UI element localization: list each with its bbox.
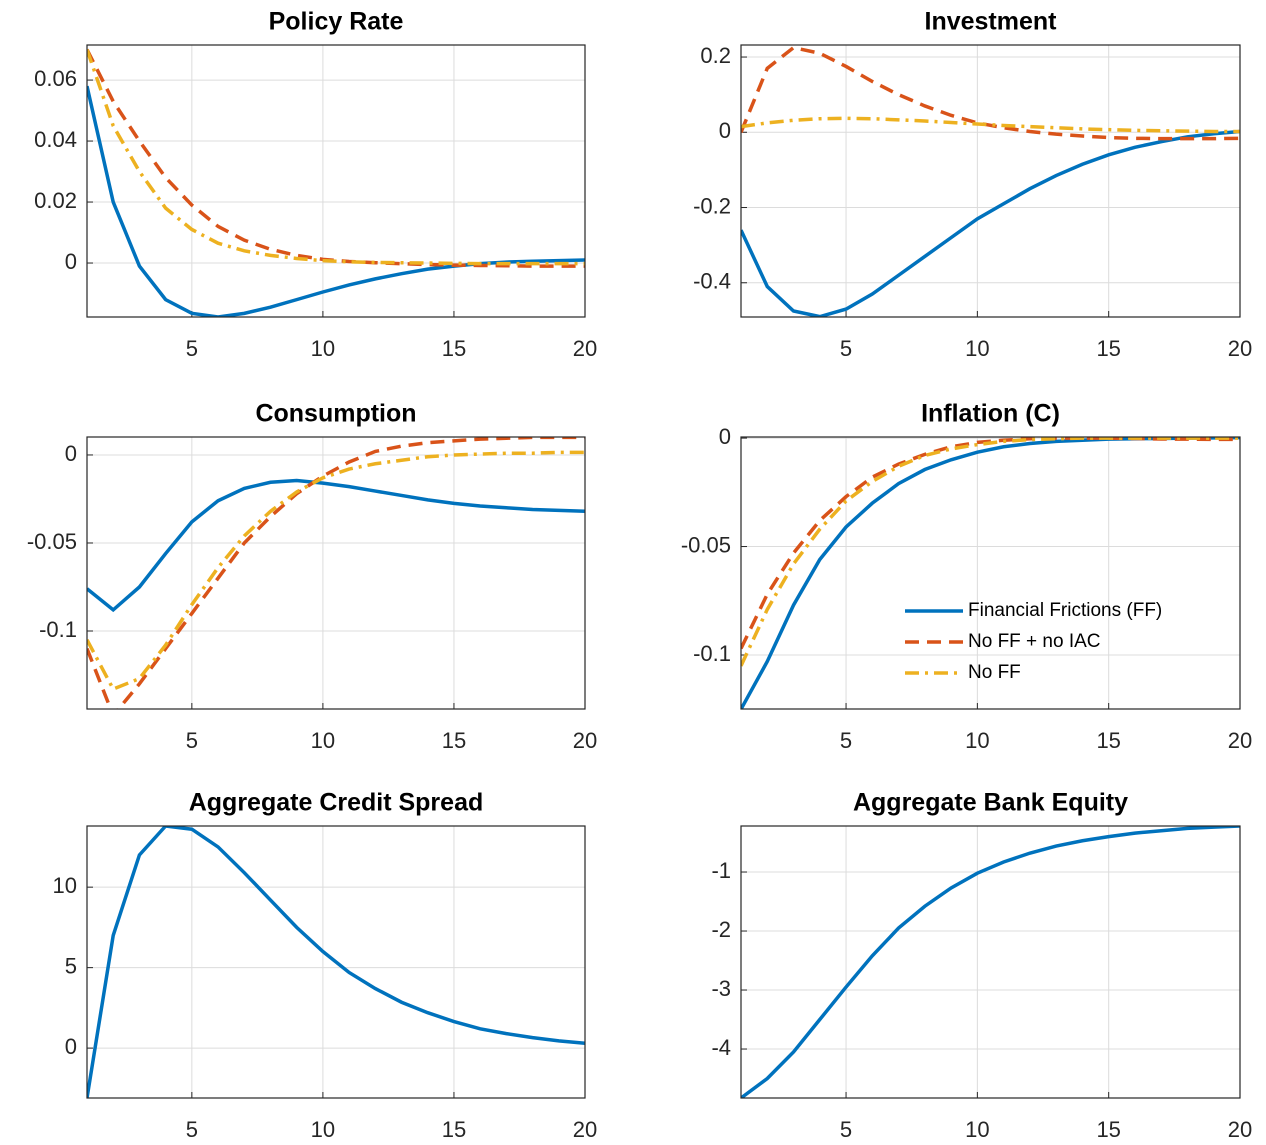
x-tick-label: 20 [573,1117,597,1142]
panel-title: Aggregate Credit Spread [189,789,484,817]
series-line [741,437,1240,667]
series-line [741,45,1240,141]
x-tick-label: 5 [840,336,852,361]
axes-box [740,44,1241,318]
plot-background [87,437,585,709]
y-tick-label: -0.1 [39,617,77,642]
legend-label: Financial Frictions (FF) [968,600,1162,621]
series-line [87,49,585,266]
legend-label: No FF [968,662,1021,683]
y-tick-label: -0.4 [693,269,731,294]
x-tick-label: 10 [965,1117,989,1142]
panel: Policy Rate 5 10 15 20 0 0.02 0.04 0.06 [34,8,597,361]
y-tick-label: -3 [711,976,731,1001]
x-tick-label: 20 [573,336,597,361]
panel: Consumption 5 10 15 20 -0.1 -0.05 0 [27,400,597,753]
plot-background [741,45,1240,317]
series-line [741,129,1240,317]
panel: Aggregate Credit Spread 5 10 15 20 0 5 10 [53,789,598,1142]
panel-title: Aggregate Bank Equity [853,789,1128,817]
axes-box [86,44,586,318]
x-tick-label: 15 [442,1117,466,1142]
axes-box [740,436,1241,710]
axes-box [86,825,586,1099]
x-tick-label: 5 [840,1117,852,1142]
x-tick-label: 15 [1096,336,1120,361]
y-tick-label: 0 [65,441,77,466]
panel: Inflation (C) 5 10 15 20 -0.1 -0.05 0 Financial … [681,400,1252,753]
x-tick-label: 10 [311,728,335,753]
axes-box [86,436,586,710]
x-tick-label: 5 [186,336,198,361]
plot-background [741,437,1240,709]
y-tick-label: -0.1 [693,641,731,666]
panel-title: Policy Rate [269,8,404,36]
panel-title: Inflation (C) [921,400,1060,428]
y-tick-label: -0.05 [681,532,731,557]
x-tick-label: 10 [311,336,335,361]
series-line [741,116,1240,134]
plot-background [741,826,1240,1098]
x-tick-label: 20 [1228,728,1252,753]
plot-background [87,45,585,317]
y-tick-label: -2 [711,917,731,942]
x-tick-label: 20 [1228,1117,1252,1142]
x-tick-label: 5 [186,1117,198,1142]
y-tick-label: 5 [65,953,77,978]
series-line [87,478,585,613]
y-tick-label: 0 [719,424,731,449]
y-tick-label: 0.06 [34,66,77,91]
x-tick-label: 10 [311,1117,335,1142]
panel-title: Investment [925,8,1058,36]
y-tick-label: 0 [719,118,731,143]
y-tick-label: -1 [711,858,731,883]
x-tick-label: 15 [1096,1117,1120,1142]
x-tick-label: 10 [965,728,989,753]
y-tick-label: 0.02 [34,188,77,213]
y-tick-label: 0 [65,1034,77,1059]
x-tick-label: 15 [442,336,466,361]
y-tick-label: -4 [711,1035,731,1060]
panel-title: Consumption [255,400,416,428]
x-tick-label: 20 [573,728,597,753]
y-tick-label: 10 [53,873,77,898]
x-tick-label: 20 [1228,336,1252,361]
legend-label: No FF + no IAC [968,631,1101,652]
y-tick-label: 0 [65,249,77,274]
y-tick-label: -0.2 [693,193,731,218]
series-line [87,437,585,709]
axes-box [740,825,1241,1099]
x-tick-label: 5 [186,728,198,753]
y-tick-label: -0.05 [27,529,77,554]
x-tick-label: 10 [965,336,989,361]
y-tick-label: 0.2 [700,43,731,68]
panel: Aggregate Bank Equity 5 10 15 20 -4 -3 -2 -1 [711,789,1252,1142]
series-line [741,826,1240,1098]
x-tick-label: 15 [442,728,466,753]
x-tick-label: 5 [840,728,852,753]
x-tick-label: 15 [1096,728,1120,753]
panel: Investment 5 10 15 20 -0.4 -0.2 0 0.2 [693,8,1252,361]
series-line [87,48,585,268]
y-tick-label: 0.04 [34,127,77,152]
